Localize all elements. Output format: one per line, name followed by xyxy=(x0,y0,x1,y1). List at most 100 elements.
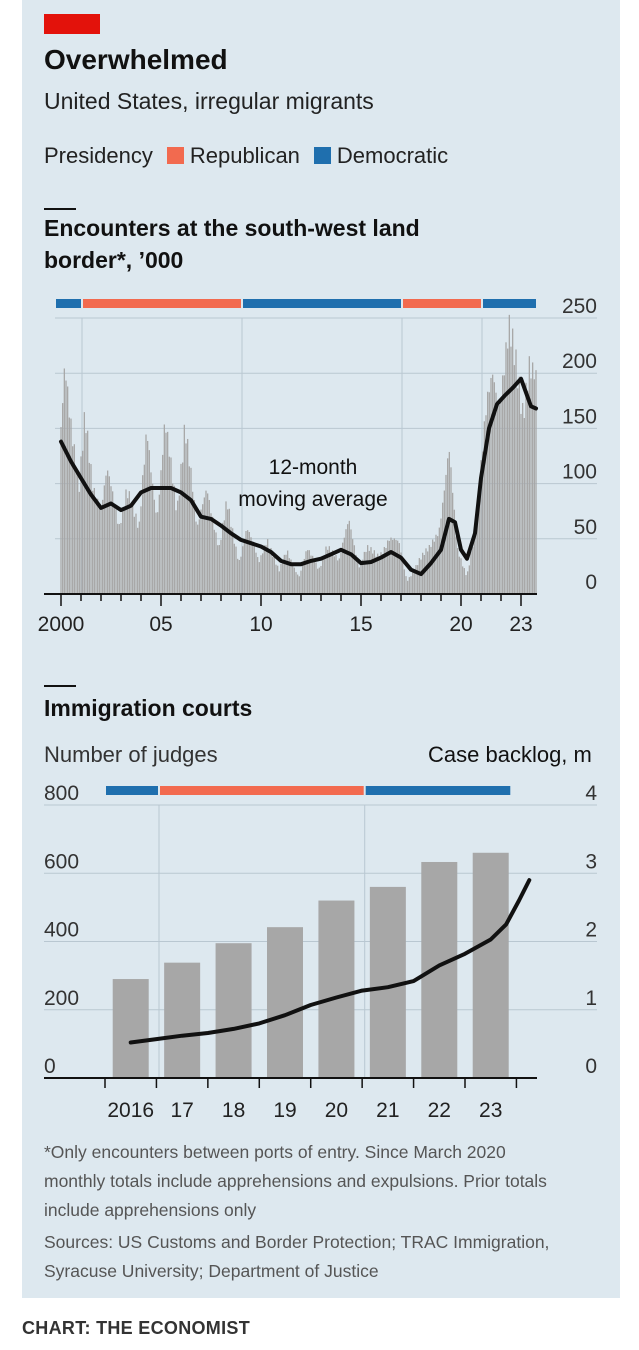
encounter-bar xyxy=(372,553,374,594)
encounter-bar xyxy=(352,539,354,594)
encounter-bar xyxy=(360,560,362,594)
encounter-bar xyxy=(348,520,350,594)
encounter-bar xyxy=(95,502,97,594)
encounter-bar xyxy=(408,577,410,594)
encounter-bar xyxy=(340,552,342,594)
encounter-bar xyxy=(75,471,77,594)
encounter-bar xyxy=(478,491,480,594)
encounter-bar xyxy=(193,499,195,594)
encounter-bar xyxy=(208,499,210,594)
encounter-bar xyxy=(477,502,479,594)
encounter-bar xyxy=(487,391,489,594)
encounter-bar xyxy=(427,551,429,594)
legend-label-democratic: Democratic xyxy=(336,143,449,168)
encounter-bar xyxy=(235,546,237,594)
encounter-bar xyxy=(465,575,467,594)
encounter-bar xyxy=(338,558,340,594)
encounter-bar xyxy=(423,555,425,594)
encounter-bar xyxy=(197,524,199,594)
x-tick-label: 10 xyxy=(249,613,272,636)
encounter-bar xyxy=(203,497,205,594)
encounter-bar xyxy=(150,472,152,594)
encounter-bar xyxy=(157,512,159,594)
encounter-bar xyxy=(62,403,64,594)
encounter-bar xyxy=(282,562,284,594)
encounter-bar xyxy=(168,456,170,594)
encounter-bar xyxy=(507,348,509,594)
encounter-bar xyxy=(468,565,470,594)
encounter-bar xyxy=(353,545,355,594)
encounter-bar xyxy=(373,550,375,594)
encounter-bar xyxy=(357,560,359,594)
encounter-bar xyxy=(532,362,534,594)
encounter-bar xyxy=(170,457,172,594)
encounter-bar xyxy=(112,491,114,594)
encounter-bar xyxy=(405,576,407,594)
encounter-bar xyxy=(440,518,442,594)
encounter-bar xyxy=(362,559,364,594)
encounter-bar xyxy=(287,550,289,594)
encounter-bar xyxy=(188,466,190,594)
encounter-bar xyxy=(80,456,82,594)
encounter-bar xyxy=(453,509,455,594)
judges-bar xyxy=(472,852,509,1078)
chart-subtitle: United States, irregular migrants xyxy=(44,88,374,114)
encounter-bar xyxy=(223,520,225,594)
encounter-bar xyxy=(277,565,279,594)
presidency-band-democratic xyxy=(106,786,158,795)
encounter-bar xyxy=(415,565,417,594)
encounter-bar xyxy=(265,545,267,594)
encounter-bar xyxy=(518,376,520,594)
encounter-bar xyxy=(433,541,435,594)
encounter-bar xyxy=(375,556,377,594)
backlog-axis-label: Case backlog, m xyxy=(428,742,592,767)
encounter-bar xyxy=(475,525,477,594)
encounter-bar xyxy=(535,370,537,594)
encounter-bar xyxy=(385,547,387,594)
encounter-bar xyxy=(143,464,145,594)
judges-bar xyxy=(267,927,303,1078)
encounter-bar xyxy=(132,501,134,594)
encounter-bar xyxy=(363,551,365,594)
encounter-bar xyxy=(430,546,432,594)
encounter-bar xyxy=(388,540,390,594)
encounter-bar xyxy=(140,506,142,594)
encounter-bar xyxy=(523,417,525,594)
encounter-bar xyxy=(222,522,224,594)
encounter-bar xyxy=(488,392,490,594)
encounter-bar xyxy=(452,492,454,594)
chart-title: Overwhelmed xyxy=(44,44,228,75)
encounter-bar xyxy=(333,556,335,594)
encounter-bar xyxy=(520,413,522,594)
encounter-bar xyxy=(212,516,214,594)
encounter-bar xyxy=(160,470,162,594)
encounter-bar xyxy=(163,424,165,594)
judges-axis-label: Number of judges xyxy=(44,742,218,767)
encounter-bar xyxy=(145,434,147,594)
encounter-bar xyxy=(460,558,462,594)
encounter-bar xyxy=(403,569,405,594)
encounter-bar xyxy=(220,539,222,594)
encounter-bar xyxy=(418,558,420,594)
encounter-bar xyxy=(255,552,257,594)
encounter-bar xyxy=(438,527,440,594)
case-backlog-line xyxy=(128,878,532,1045)
encounter-bar xyxy=(103,485,105,594)
encounter-bar xyxy=(492,374,494,594)
encounter-bar xyxy=(345,529,347,594)
encounter-bar xyxy=(135,513,137,594)
encounter-bar xyxy=(297,574,299,594)
encounter-bar xyxy=(383,546,385,594)
encounter-bar xyxy=(182,462,184,594)
encounter-bar xyxy=(310,555,312,594)
encounter-bar xyxy=(515,349,517,594)
encounter-bar xyxy=(172,483,174,594)
encounter-bar xyxy=(210,513,212,594)
encounter-bar xyxy=(497,406,499,594)
encounter-bar xyxy=(198,519,200,594)
encounter-bar xyxy=(175,510,177,594)
backlog-tick-label: 2 xyxy=(585,919,597,942)
encounter-bar xyxy=(257,557,259,594)
encounter-bar xyxy=(162,454,164,594)
encounter-bar xyxy=(397,540,399,594)
